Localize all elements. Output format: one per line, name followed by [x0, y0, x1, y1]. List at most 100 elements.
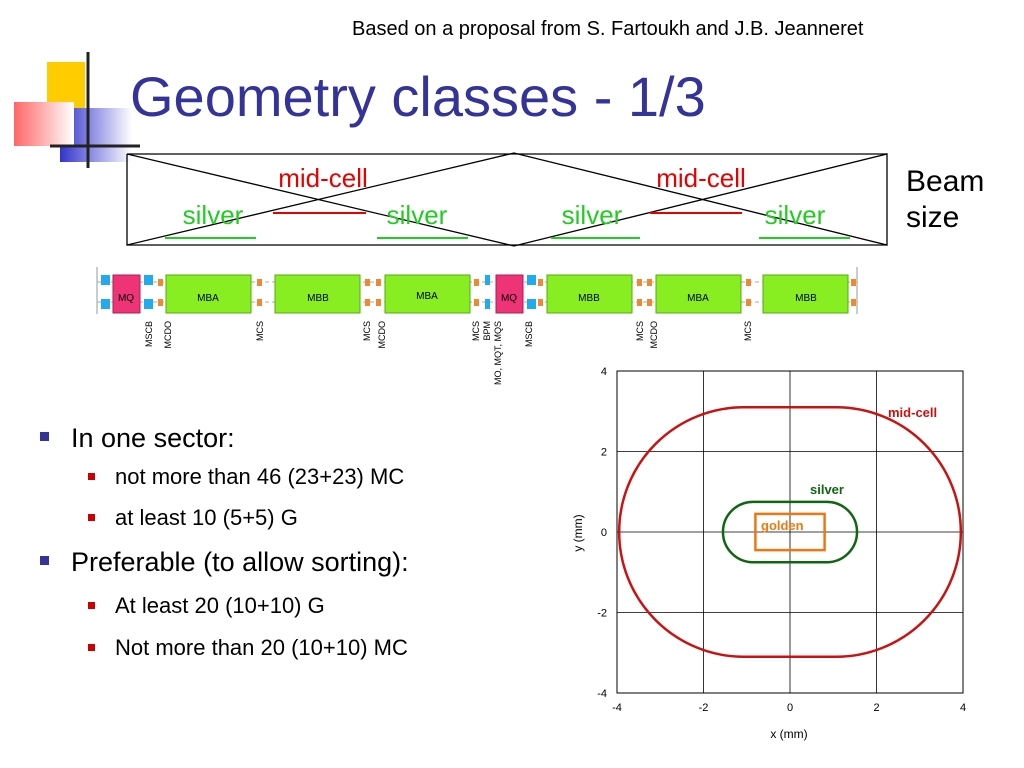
beam-size-line-2: size	[906, 201, 960, 234]
spool-piece	[474, 299, 479, 306]
corrector-block	[485, 299, 490, 309]
element-label: MCS	[255, 321, 265, 341]
dipole-2	[274, 274, 361, 314]
series-label-golden: golden	[761, 518, 804, 533]
credit-text: Based on a proposal from S. Fartoukh and…	[352, 18, 864, 40]
magnet-label: MBA	[197, 293, 219, 304]
corrector-block	[485, 275, 490, 285]
series-label-mid-cell: mid-cell	[888, 405, 937, 420]
element-label: MCS	[471, 321, 481, 341]
magnet-label: MBB	[578, 293, 600, 304]
silver-label-2: silver	[387, 200, 448, 230]
element-label: MCDO	[163, 321, 173, 349]
dipole-1	[165, 274, 252, 314]
element-label: MCDO	[377, 321, 387, 349]
x-tick-label: -4	[612, 702, 622, 714]
spool-piece	[158, 299, 163, 306]
element-label: MSCB	[144, 321, 154, 347]
element-label: MCS	[362, 321, 372, 341]
magnet-label: MBA	[687, 293, 709, 304]
dipole-3	[384, 274, 471, 314]
mid-cell-label-right: mid-cell	[656, 163, 746, 193]
spool-piece	[474, 279, 479, 286]
y-tick-label: 4	[601, 366, 607, 378]
spool-piece	[538, 299, 543, 306]
corrector-block	[527, 299, 536, 309]
magnet-label: MBB	[307, 293, 329, 304]
y-tick-label: -4	[597, 688, 607, 700]
quadrupole-2	[495, 274, 524, 314]
corner-decoration	[14, 52, 140, 168]
sub-bullet-marker	[88, 513, 95, 521]
magnet-label: MQ	[118, 293, 134, 304]
spool-piece	[746, 299, 751, 306]
sub-bullet-marker	[88, 643, 95, 651]
corrector-block	[101, 299, 110, 309]
sub-bullet-marker	[88, 601, 95, 609]
magnet-label: MBA	[416, 291, 438, 302]
y-tick-label: -2	[597, 608, 607, 620]
spool-piece	[851, 299, 856, 306]
x-axis-label: x (mm)	[770, 727, 807, 741]
corrector-block	[527, 275, 536, 285]
x-tick-label: 2	[873, 702, 879, 714]
spool-piece	[851, 279, 856, 286]
x-tick-label: -2	[699, 702, 709, 714]
element-label: MO, MQT, MQS	[493, 321, 503, 385]
bullet-list: In one sector: not more than 46 (23+23) …	[40, 420, 409, 670]
corrector-block	[144, 275, 153, 285]
beam-size-label: Beam size	[906, 164, 984, 236]
spool-piece	[538, 279, 543, 286]
beam-size-line-1: Beam	[906, 165, 985, 198]
dipole-6	[762, 274, 849, 314]
sub-bullet-text: Not more than 20 (10+10) MC	[115, 635, 408, 660]
element-label: MSCB	[524, 321, 534, 347]
element-label: MCS	[635, 321, 645, 341]
bullet-text: Preferable (to allow sorting):	[71, 547, 409, 577]
spool-piece	[257, 299, 262, 306]
bullet-item-2: Preferable (to allow sorting):	[40, 538, 409, 586]
spool-piece	[365, 299, 370, 306]
spool-piece	[365, 279, 370, 286]
sub-bullet-text: at least 10 (5+5) G	[115, 505, 298, 530]
beam-envelope-diagram: mid-cell mid-cell silver silver silver s…	[126, 152, 888, 247]
spool-piece	[257, 279, 262, 286]
spool-piece	[647, 299, 652, 306]
beam-size-chart: -4 -2 0 2 4 -4 -2 0 2 4 x (mm) y (mm) mid-cell si…	[571, 366, 966, 741]
yellow-square	[47, 62, 85, 108]
sub-bullet-item: Not more than 20 (10+10) MC	[88, 626, 409, 670]
bullet-item-1: In one sector:	[40, 420, 409, 456]
silver-label-1: silver	[183, 200, 244, 230]
magnet-label: MQ	[501, 293, 517, 304]
dipole-5	[655, 274, 742, 314]
element-label: MCS	[743, 321, 753, 341]
sub-bullet-item: not more than 46 (23+23) MC	[88, 456, 409, 498]
x-tick-label: 4	[960, 702, 966, 714]
series-curve-mid-cell	[617, 405, 963, 659]
bullet-marker	[40, 556, 49, 566]
quadrupole-1	[112, 274, 141, 314]
sub-bullet-text: At least 20 (10+10) G	[115, 593, 325, 618]
corrector-block	[101, 275, 110, 285]
sub-bullet-text: not more than 46 (23+23) MC	[115, 464, 405, 489]
spool-piece	[376, 279, 381, 286]
silver-label-4: silver	[765, 200, 826, 230]
spool-piece	[637, 299, 642, 306]
page-title: Geometry classes - 1/3	[130, 65, 706, 128]
y-axis-label: y (mm)	[571, 514, 585, 551]
spool-piece	[746, 279, 751, 286]
sub-bullet-item: At least 20 (10+10) G	[88, 586, 409, 626]
silver-label-3: silver	[562, 200, 623, 230]
spool-piece	[158, 279, 163, 286]
sub-bullet-item: at least 10 (5+5) G	[88, 498, 409, 538]
y-tick-label: 2	[601, 447, 607, 459]
series-label-silver: silver	[810, 482, 844, 497]
bullet-text: In one sector:	[71, 423, 235, 453]
bullet-marker	[40, 432, 49, 442]
spool-piece	[637, 279, 642, 286]
magnet-lattice: MQ MBA MBB MBA MQ MBB MBA MBB MSCB MCDO …	[96, 267, 858, 385]
series-curve-golden	[754, 512, 826, 552]
y-tick-label: 0	[601, 527, 607, 539]
x-tick-label: 0	[787, 702, 793, 714]
corrector-block	[144, 299, 153, 309]
